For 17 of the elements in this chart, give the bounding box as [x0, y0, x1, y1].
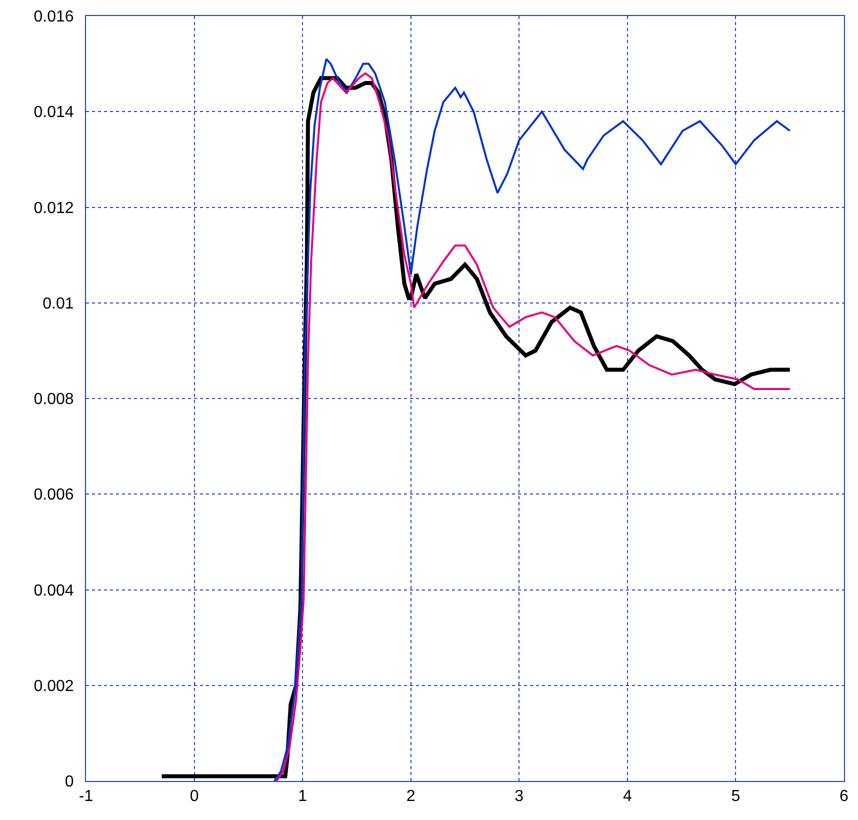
y-tick-label: 0.002	[34, 678, 74, 695]
x-tick-label: 0	[190, 788, 199, 806]
x-tick-label: 5	[731, 788, 740, 806]
y-tick-label: 0.014	[34, 104, 74, 122]
x-tick-label: 4	[622, 788, 632, 806]
x-tick-label: 2	[406, 788, 416, 806]
y-tick-label: 0.01	[42, 295, 74, 312]
x-tick-label: 3	[514, 788, 524, 806]
y-tick-label: 0	[64, 774, 74, 791]
x-tick-label: 1	[298, 788, 308, 806]
y-tick-label: 0.016	[34, 8, 74, 26]
y-tick-label: 0.004	[34, 582, 74, 600]
x-tick-label: 6	[840, 788, 849, 806]
y-tick-label: 0.008	[34, 391, 74, 408]
y-tick-label: 0.012	[34, 200, 74, 217]
y-tick-label: 0.006	[34, 486, 74, 504]
x-tick-label: -1	[78, 788, 94, 806]
